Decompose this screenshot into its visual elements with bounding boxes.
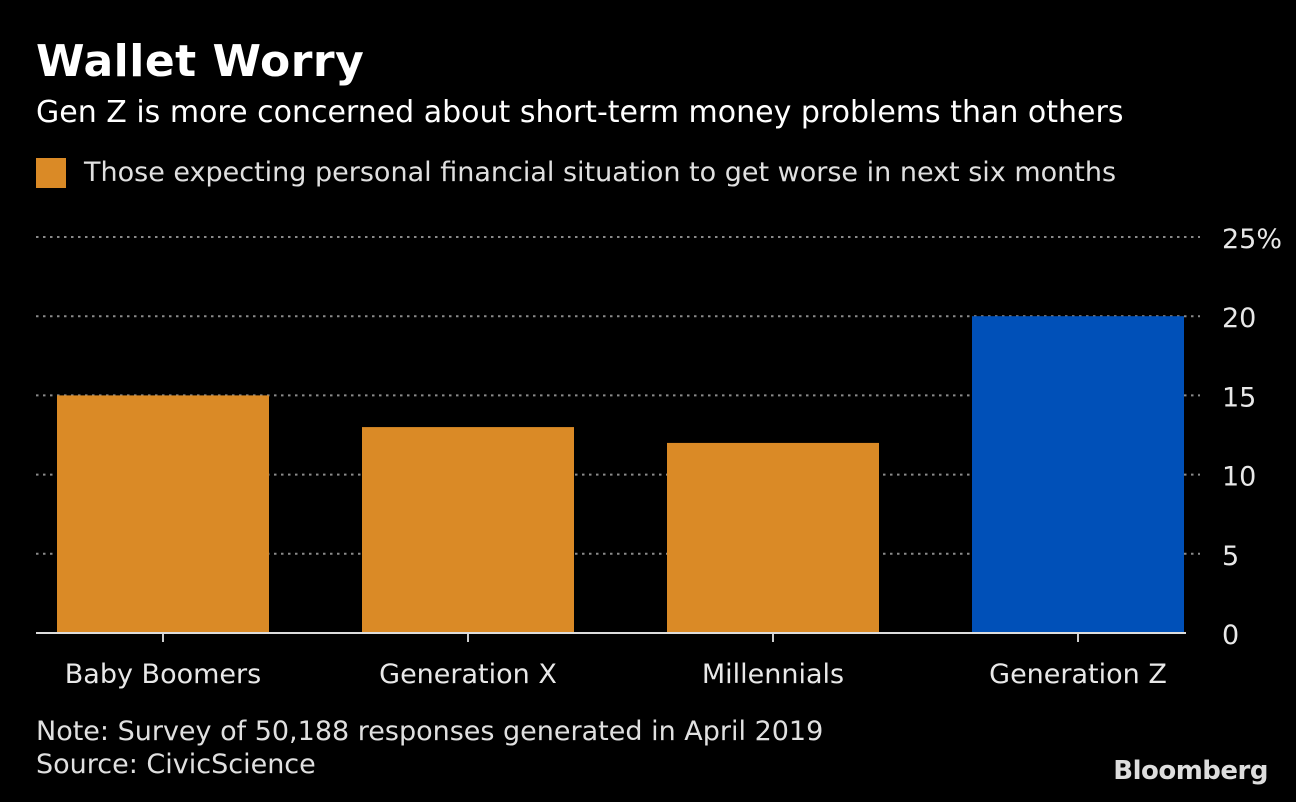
bar-generation-x bbox=[362, 427, 574, 633]
chart-subtitle: Gen Z is more concerned about short-term… bbox=[36, 95, 1124, 130]
legend-swatch bbox=[36, 157, 66, 188]
y-tick-label: 20 bbox=[1222, 303, 1256, 334]
note-text: Note: Survey of 50,188 responses generat… bbox=[36, 716, 824, 747]
bloomberg-logo: Bloomberg bbox=[1113, 756, 1268, 786]
source-text: Source: CivicScience bbox=[36, 749, 316, 780]
bar-generation-z bbox=[972, 316, 1184, 633]
y-tick-label: 10 bbox=[1222, 462, 1256, 493]
x-tick-label: Generation Z bbox=[989, 659, 1167, 690]
bar-baby-boomers bbox=[57, 395, 269, 633]
legend: Those expecting personal financial situa… bbox=[36, 157, 1116, 188]
y-tick-label: 15 bbox=[1222, 382, 1256, 413]
x-tick-label: Generation X bbox=[379, 659, 557, 690]
y-tick-label: 25% bbox=[1222, 224, 1282, 255]
footnote: Note: Survey of 50,188 responses generat… bbox=[36, 715, 823, 781]
x-tick-label: Baby Boomers bbox=[65, 659, 261, 690]
x-tick-label: Millennials bbox=[702, 659, 844, 690]
legend-label: Those expecting personal financial situa… bbox=[84, 157, 1117, 188]
y-tick-label: 0 bbox=[1222, 620, 1239, 651]
y-tick-label: 5 bbox=[1222, 541, 1239, 572]
chart-title: Wallet Worry bbox=[36, 36, 365, 87]
bar-millennials bbox=[667, 442, 879, 633]
